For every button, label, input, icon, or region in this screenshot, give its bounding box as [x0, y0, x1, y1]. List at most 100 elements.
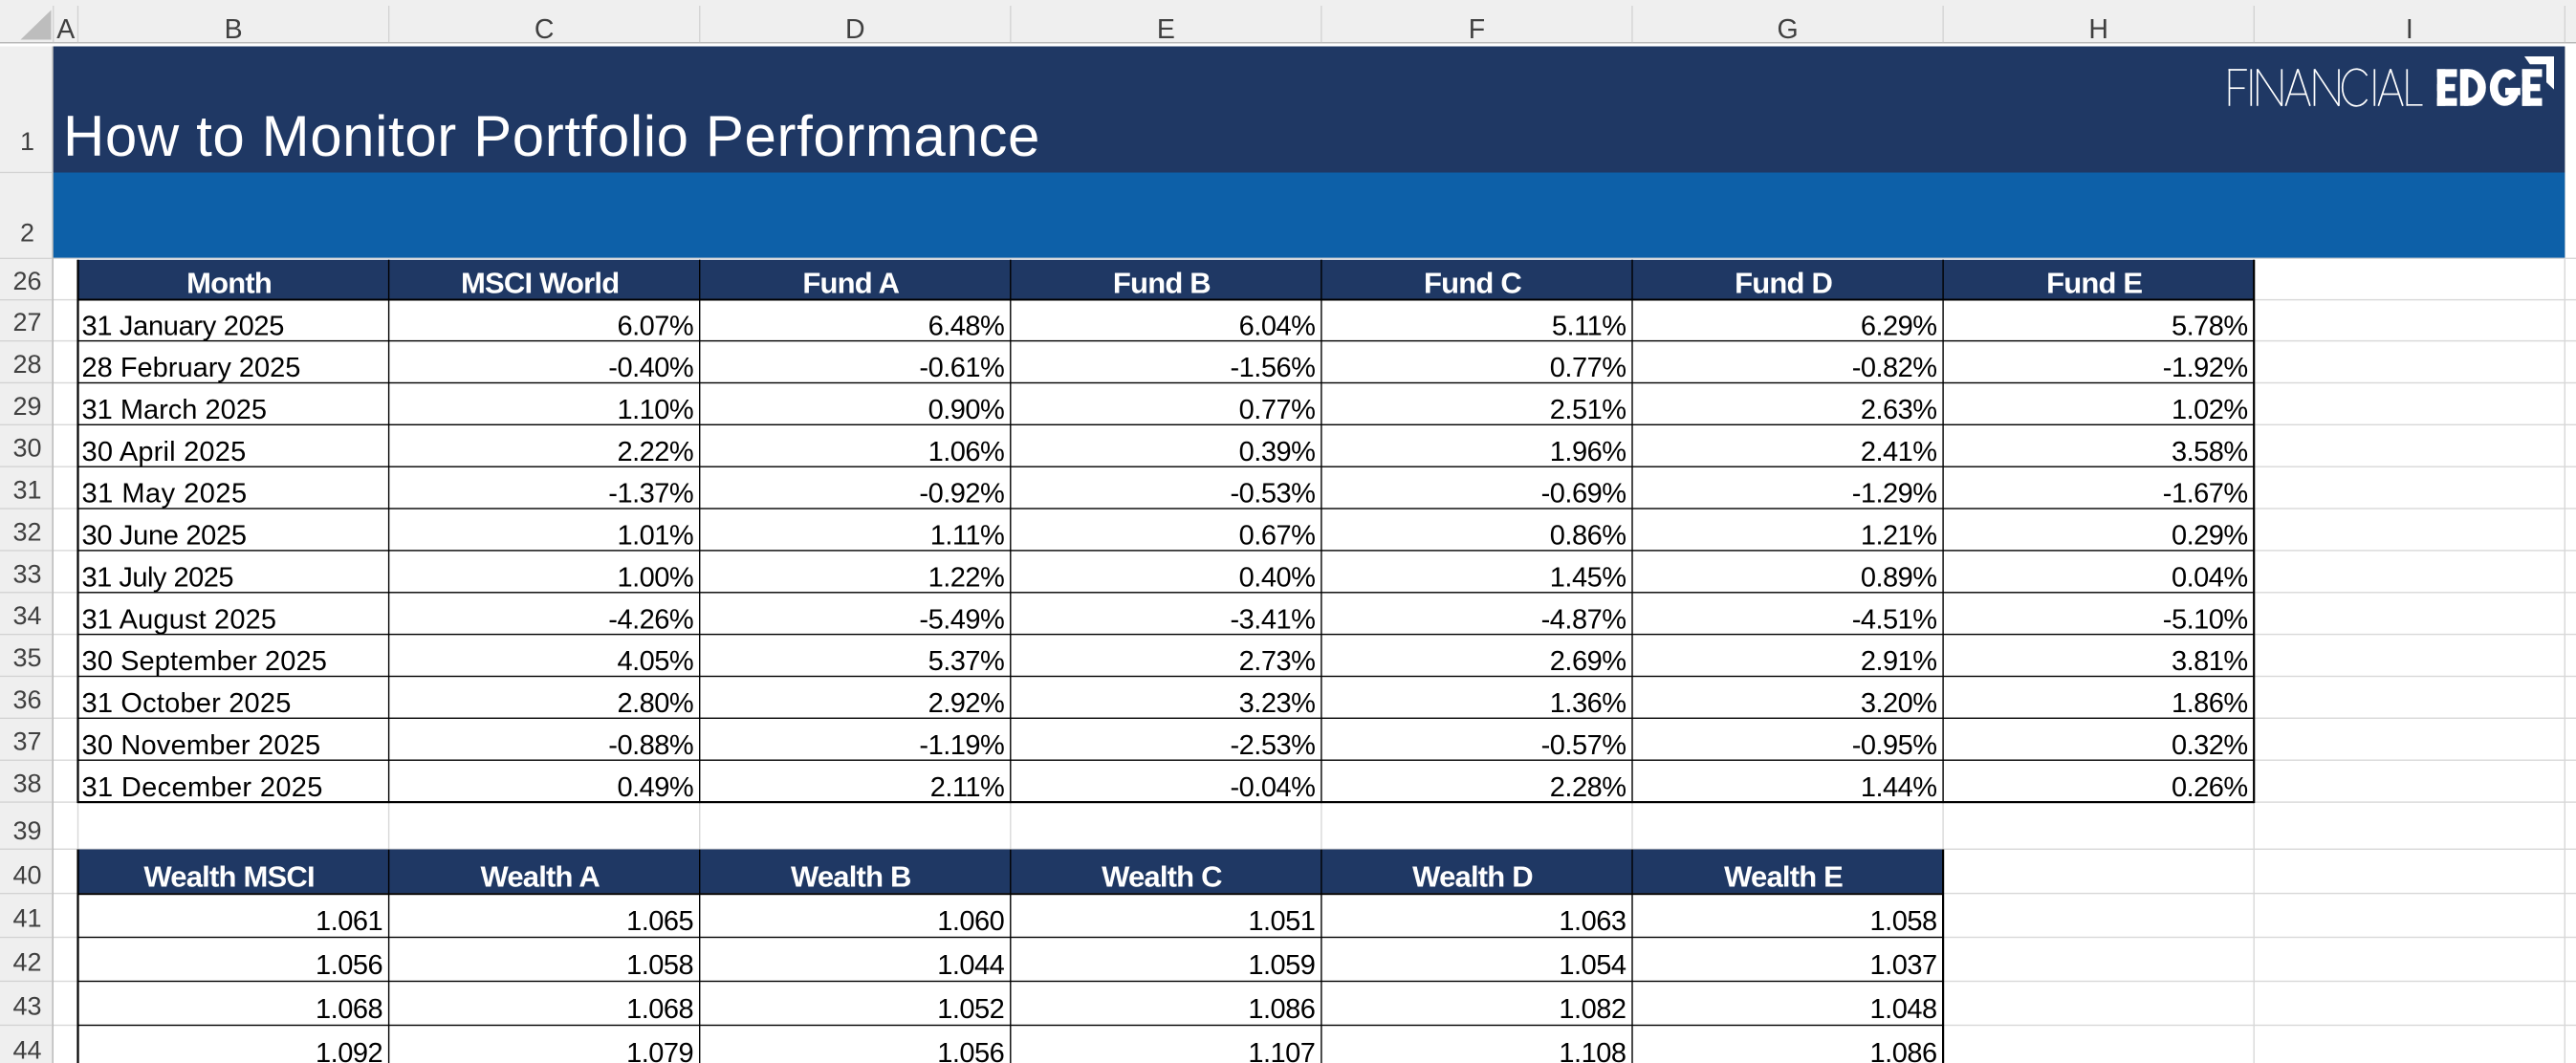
svg-text:29: 29: [12, 392, 41, 421]
svg-text:1.079: 1.079: [626, 1038, 693, 1063]
svg-text:Wealth B: Wealth B: [791, 860, 911, 894]
svg-text:34: 34: [12, 601, 41, 630]
svg-text:-3.41%: -3.41%: [1231, 604, 1316, 635]
svg-text:28 February 2025: 28 February 2025: [82, 353, 301, 383]
svg-text:30 April 2025: 30 April 2025: [82, 437, 247, 467]
svg-text:1.01%: 1.01%: [617, 521, 693, 552]
svg-text:Wealth C: Wealth C: [1102, 860, 1222, 894]
svg-text:1.086: 1.086: [1870, 1038, 1937, 1063]
svg-text:1.060: 1.060: [937, 906, 1004, 937]
svg-text:3.81%: 3.81%: [2172, 646, 2248, 677]
svg-text:0.90%: 0.90%: [928, 395, 1005, 425]
svg-text:28: 28: [12, 350, 41, 379]
svg-text:1.037: 1.037: [1870, 950, 1937, 981]
svg-text:-0.53%: -0.53%: [1231, 479, 1316, 510]
svg-text:6.48%: 6.48%: [928, 311, 1005, 341]
svg-text:0.89%: 0.89%: [1861, 563, 1937, 594]
svg-text:0.26%: 0.26%: [2172, 772, 2248, 803]
svg-text:1.082: 1.082: [1559, 994, 1626, 1025]
svg-text:6.07%: 6.07%: [617, 311, 693, 341]
svg-text:-2.53%: -2.53%: [1231, 730, 1316, 761]
svg-text:3.58%: 3.58%: [2172, 437, 2248, 467]
svg-text:1.02%: 1.02%: [2172, 395, 2248, 425]
svg-text:44: 44: [12, 1036, 41, 1063]
svg-text:1.092: 1.092: [316, 1038, 382, 1063]
svg-text:-4.87%: -4.87%: [1541, 604, 1626, 635]
svg-text:1.10%: 1.10%: [617, 395, 693, 425]
svg-text:2.73%: 2.73%: [1239, 646, 1316, 677]
svg-text:Month: Month: [186, 266, 272, 299]
svg-text:Wealth E: Wealth E: [1724, 860, 1843, 894]
svg-text:31 July 2025: 31 July 2025: [82, 563, 233, 594]
svg-text:31 May 2025: 31 May 2025: [82, 479, 248, 510]
svg-text:1.06%: 1.06%: [928, 437, 1005, 467]
svg-text:1.061: 1.061: [316, 906, 382, 937]
svg-text:I: I: [2406, 14, 2413, 45]
svg-text:1.068: 1.068: [316, 994, 382, 1025]
svg-text:-0.40%: -0.40%: [608, 353, 693, 383]
svg-text:-0.95%: -0.95%: [1852, 730, 1937, 761]
svg-text:41: 41: [12, 904, 41, 933]
svg-text:1.059: 1.059: [1248, 950, 1315, 981]
svg-text:-5.10%: -5.10%: [2163, 604, 2248, 635]
svg-text:0.77%: 0.77%: [1550, 353, 1626, 383]
svg-text:-0.92%: -0.92%: [919, 479, 1004, 510]
svg-text:2: 2: [20, 218, 34, 247]
svg-text:2.41%: 2.41%: [1861, 437, 1937, 467]
svg-text:0.39%: 0.39%: [1239, 437, 1316, 467]
svg-text:2.28%: 2.28%: [1550, 772, 1626, 803]
svg-text:1: 1: [20, 127, 34, 156]
svg-text:0.29%: 0.29%: [2172, 521, 2248, 552]
svg-text:-0.04%: -0.04%: [1231, 772, 1316, 803]
svg-text:Wealth MSCI: Wealth MSCI: [143, 860, 314, 894]
svg-text:1.056: 1.056: [316, 950, 382, 981]
svg-text:Fund B: Fund B: [1113, 266, 1211, 299]
svg-text:E: E: [1157, 14, 1175, 45]
svg-text:1.86%: 1.86%: [2172, 688, 2248, 719]
svg-text:-1.67%: -1.67%: [2163, 479, 2248, 510]
svg-text:30 November 2025: 30 November 2025: [82, 730, 321, 761]
svg-text:1.086: 1.086: [1248, 994, 1315, 1025]
svg-text:1.108: 1.108: [1559, 1038, 1626, 1063]
svg-text:30: 30: [12, 434, 41, 463]
svg-text:Fund D: Fund D: [1735, 266, 1832, 299]
svg-text:31 August 2025: 31 August 2025: [82, 604, 277, 635]
svg-text:1.96%: 1.96%: [1550, 437, 1626, 467]
svg-text:Wealth A: Wealth A: [480, 860, 600, 894]
svg-text:2.80%: 2.80%: [617, 688, 693, 719]
svg-text:37: 37: [12, 727, 41, 756]
svg-text:1.054: 1.054: [1559, 950, 1626, 981]
svg-text:2.69%: 2.69%: [1550, 646, 1626, 677]
svg-text:Fund A: Fund A: [802, 266, 899, 299]
svg-text:-1.37%: -1.37%: [608, 479, 693, 510]
svg-text:3.20%: 3.20%: [1861, 688, 1937, 719]
svg-text:2.92%: 2.92%: [928, 688, 1005, 719]
svg-text:1.22%: 1.22%: [928, 563, 1005, 594]
svg-text:-4.26%: -4.26%: [608, 604, 693, 635]
svg-text:Fund E: Fund E: [2046, 266, 2142, 299]
svg-text:31 October 2025: 31 October 2025: [82, 688, 292, 719]
svg-text:1.048: 1.048: [1870, 994, 1937, 1025]
svg-text:1.00%: 1.00%: [617, 563, 693, 594]
svg-text:A: A: [56, 14, 75, 45]
svg-text:1.11%: 1.11%: [930, 521, 1005, 552]
svg-text:-5.49%: -5.49%: [919, 604, 1004, 635]
svg-text:31: 31: [12, 476, 41, 505]
svg-text:36: 36: [12, 685, 41, 714]
svg-text:27: 27: [12, 308, 41, 336]
svg-text:42: 42: [12, 948, 41, 977]
svg-text:33: 33: [12, 559, 41, 588]
svg-text:1.45%: 1.45%: [1550, 563, 1626, 594]
svg-text:2.91%: 2.91%: [1861, 646, 1937, 677]
svg-text:0.49%: 0.49%: [617, 772, 693, 803]
svg-text:-1.29%: -1.29%: [1852, 479, 1937, 510]
svg-text:B: B: [225, 14, 243, 45]
svg-text:39: 39: [12, 816, 41, 845]
svg-text:1.058: 1.058: [626, 950, 693, 981]
svg-text:2.22%: 2.22%: [617, 437, 693, 467]
svg-text:5.37%: 5.37%: [928, 646, 1005, 677]
svg-text:2.51%: 2.51%: [1550, 395, 1626, 425]
svg-text:5.78%: 5.78%: [2172, 311, 2248, 341]
svg-text:1.44%: 1.44%: [1861, 772, 1937, 803]
svg-text:35: 35: [12, 643, 41, 672]
